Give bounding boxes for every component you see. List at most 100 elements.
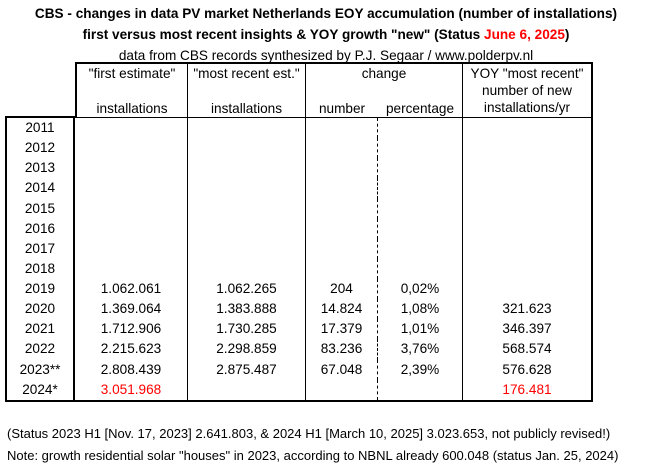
cell-most-recent — [188, 158, 306, 179]
cell-yoy — [463, 239, 591, 259]
cell-yoy: 346.397 — [502, 321, 552, 337]
cell-change-number: 14.824 — [306, 299, 378, 320]
cell-change-percentage — [378, 158, 463, 179]
table-header: "first estimate" installations "most rec… — [75, 62, 593, 119]
header-first-estimate-label: "first estimate" — [88, 66, 176, 81]
table-body: 2011 2012 2013 2014 2015 — [5, 118, 593, 402]
header-change-split: number percentage — [306, 100, 462, 117]
cell-change-percentage — [378, 218, 463, 239]
cell-change-number — [306, 198, 378, 219]
cell-first-estimate — [75, 218, 188, 239]
cell-year: 2021 — [7, 319, 75, 340]
cell-yoy: 321.623 — [502, 301, 552, 317]
cell-most-recent — [188, 118, 306, 139]
cell-most-recent — [188, 258, 306, 279]
cell-most-recent: 2.298.859 — [188, 339, 306, 360]
header-change-percentage: percentage — [385, 100, 455, 116]
header-change-label: change — [361, 66, 407, 81]
cell-most-recent: 1.383.888 — [188, 299, 306, 320]
header-first-estimate-sub: installations — [96, 100, 168, 116]
cell-change-number — [306, 258, 378, 279]
nbnl-note: Note: growth residential solar "houses" … — [7, 447, 619, 463]
page-subtitle: first versus most recent insights & YOY … — [0, 24, 652, 45]
year-box-top-border — [5, 116, 77, 118]
cell-first-estimate: 2.808.439 — [75, 359, 188, 380]
cell-change-number: 83.236 — [306, 339, 378, 360]
cell-change-number — [306, 218, 378, 239]
cell-change-number — [306, 138, 378, 159]
cell-first-estimate: 2.215.623 — [75, 339, 188, 360]
cell-change-percentage: 1,08% — [378, 299, 463, 320]
data-table: "first estimate" installations "most rec… — [5, 62, 593, 402]
cell-change-number: 17.379 — [306, 319, 378, 340]
cell-change-percentage: 0,02% — [378, 279, 463, 300]
cell-most-recent: 1.730.285 — [188, 319, 306, 340]
cell-change-number — [306, 238, 378, 259]
header-most-recent-label: "most recent est." — [193, 66, 300, 81]
cell-change-percentage — [378, 178, 463, 199]
cell-yoy: 576.628 — [502, 361, 552, 377]
footer-notes: (Status 2023 H1 [Nov. 17, 2023] 2.641.80… — [7, 423, 652, 466]
cell-yoy — [463, 279, 591, 299]
header-yoy-line2: number of new — [482, 83, 572, 99]
cell-yoy — [463, 178, 591, 198]
cell-yoy: 176.481 — [502, 381, 552, 397]
cell-first-estimate — [75, 238, 188, 259]
cell-most-recent — [188, 379, 306, 400]
cell-change-percentage — [378, 238, 463, 259]
cell-change-number: 67.048 — [306, 359, 378, 380]
cell-most-recent — [188, 178, 306, 199]
status-note: (Status 2023 H1 [Nov. 17, 2023] 2.641.80… — [7, 426, 611, 441]
cell-change-percentage — [378, 379, 463, 400]
cell-most-recent — [188, 138, 306, 159]
subtitle-text: first versus most recent insights & YOY … — [82, 27, 485, 42]
subtitle-close-paren: ) — [564, 27, 570, 42]
cell-change-number: 204 — [306, 279, 378, 300]
cell-year: 2014 — [7, 178, 75, 199]
cell-change-percentage: 3,76% — [378, 339, 463, 360]
header-yoy-line3: installations/yr — [483, 100, 571, 116]
cell-yoy: 568.574 — [502, 341, 552, 357]
cell-change-number — [306, 178, 378, 199]
cell-first-estimate: 1.369.064 — [75, 299, 188, 320]
cell-year: 2024* — [7, 379, 75, 400]
header-most-recent-sub: installations — [210, 100, 283, 116]
cell-first-estimate — [75, 158, 188, 179]
cell-change-number — [306, 158, 378, 179]
cell-change-number — [306, 379, 378, 400]
cell-change-percentage: 1,01% — [378, 319, 463, 340]
cell-first-estimate: 1.062.061 — [75, 279, 188, 300]
title-block: CBS - changes in data PV market Netherla… — [0, 3, 652, 66]
cell-change-percentage — [378, 258, 463, 279]
cell-first-estimate: 1.712.906 — [75, 319, 188, 340]
header-change: change number percentage — [306, 64, 463, 119]
cell-most-recent — [188, 198, 306, 219]
source-line: data from CBS records synthesized by P.J… — [118, 48, 534, 63]
cell-first-estimate — [75, 118, 188, 139]
cell-year: 2011 — [7, 118, 75, 139]
cell-yoy — [463, 219, 591, 239]
cell-yoy — [463, 118, 591, 138]
cell-year: 2015 — [7, 198, 75, 219]
cell-year: 2016 — [7, 218, 75, 239]
cell-change-percentage — [378, 138, 463, 159]
cell-change-number — [306, 118, 378, 139]
cell-change-percentage: 2,39% — [378, 359, 463, 380]
cell-first-estimate — [75, 198, 188, 219]
cell-year: 2012 — [7, 138, 75, 159]
cell-yoy — [463, 138, 591, 158]
cell-year: 2019 — [7, 279, 75, 300]
cell-most-recent: 1.062.265 — [188, 279, 306, 300]
cell-yoy — [463, 259, 591, 279]
cell-change-percentage — [378, 198, 463, 219]
cell-change-percentage — [378, 118, 463, 139]
cell-first-estimate — [75, 258, 188, 279]
header-most-recent: "most recent est." installations — [188, 64, 306, 119]
cell-year: 2020 — [7, 299, 75, 320]
cell-year: 2013 — [7, 158, 75, 179]
cell-most-recent: 2.875.487 — [188, 359, 306, 380]
header-yoy: YOY "most recent" number of new installa… — [463, 64, 591, 119]
cell-first-estimate — [75, 138, 188, 159]
cell-most-recent — [188, 218, 306, 239]
